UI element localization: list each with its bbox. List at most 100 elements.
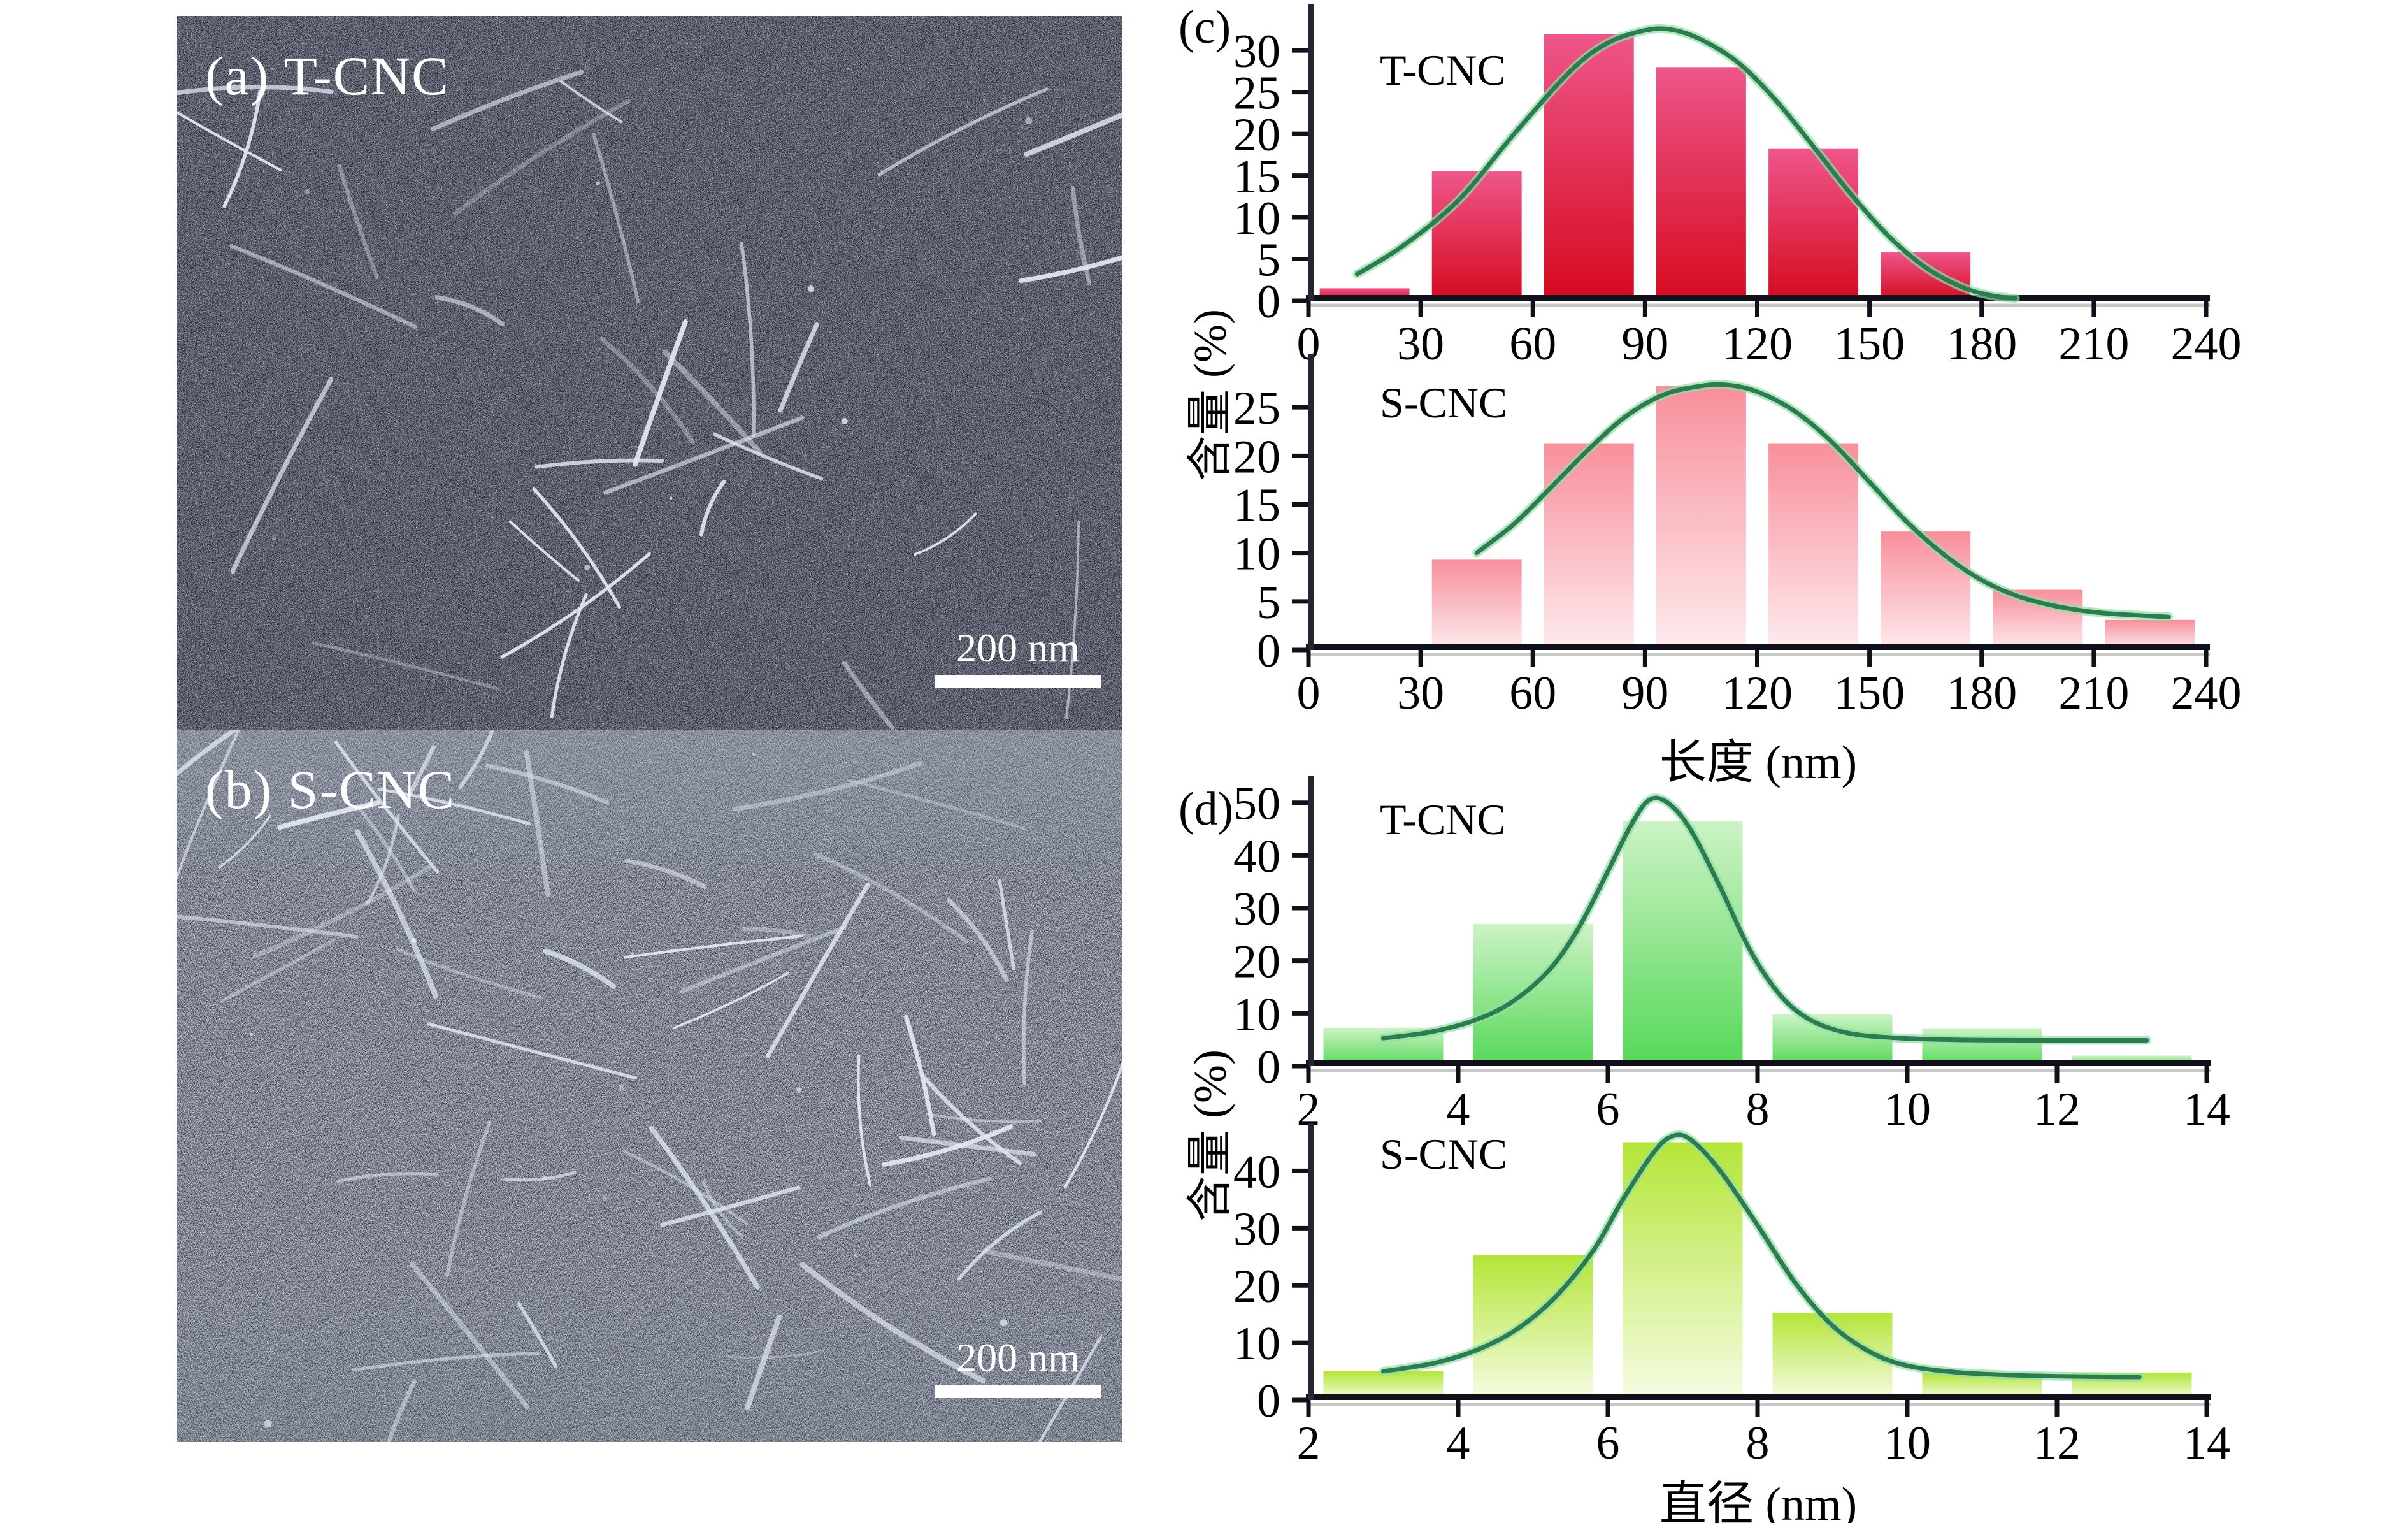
bars xyxy=(1431,386,2195,650)
y-tick-label: 10 xyxy=(1233,192,1280,245)
x-tick-label: 12 xyxy=(2033,1417,2081,1469)
bright-speck xyxy=(249,1033,253,1036)
y-tick-label: 5 xyxy=(1257,235,1280,287)
nanorod xyxy=(337,164,379,280)
chart-title: T-CNC xyxy=(1380,46,1506,94)
nanorod xyxy=(453,99,631,216)
x-tick-label: 10 xyxy=(1884,1083,1931,1136)
nanorod xyxy=(359,807,416,893)
nanorod xyxy=(1064,520,1080,719)
x-tick-label: 150 xyxy=(1834,667,1905,719)
nanorod xyxy=(230,377,334,574)
x-ticks: 2 4 6 8 10 12 14 xyxy=(1297,1400,2230,1469)
nanorod xyxy=(517,1301,558,1368)
nanorod xyxy=(366,814,400,906)
nanorod xyxy=(742,927,812,939)
nanorod xyxy=(1019,255,1122,284)
nanorod xyxy=(434,295,505,327)
bar xyxy=(1656,67,1746,301)
x-tick-label: 240 xyxy=(2171,667,2242,719)
bar xyxy=(1544,33,1634,301)
chart-title: S-CNC xyxy=(1380,379,1507,427)
nanorod xyxy=(177,730,240,777)
tem-panel-a: (a) T-CNC 200 nm xyxy=(177,16,1122,730)
nanorod xyxy=(660,1185,801,1227)
y-tick-label: 0 xyxy=(1257,625,1280,677)
nanorod xyxy=(1024,112,1122,157)
y-tick-label: 25 xyxy=(1233,382,1280,435)
nanorod xyxy=(842,660,895,730)
bar xyxy=(1431,559,1522,650)
chart-title: S-CNC xyxy=(1380,1130,1507,1178)
nanorod xyxy=(252,863,434,959)
x-tick-label: 240 xyxy=(2171,318,2242,370)
bright-speck xyxy=(584,565,591,570)
bright-speck xyxy=(602,1195,608,1201)
bar xyxy=(1623,821,1743,1066)
x-tick-label: 4 xyxy=(1447,1417,1470,1469)
y-tick-label: 30 xyxy=(1233,883,1280,935)
tem-micrograph-b xyxy=(177,730,1122,1442)
nanorod xyxy=(219,938,335,1003)
bar xyxy=(1881,252,1971,301)
x-tick-label: 8 xyxy=(1746,1083,1770,1136)
nanorod xyxy=(534,458,664,469)
x-tick-label: 6 xyxy=(1596,1083,1620,1136)
nanorod xyxy=(881,1124,1014,1167)
chart-title: T-CNC xyxy=(1380,795,1506,844)
x-tick-label: 2 xyxy=(1297,1417,1321,1469)
x-tick-label: 120 xyxy=(1722,318,1793,370)
nanorod xyxy=(177,111,282,171)
scalebar-a: 200 nm xyxy=(935,626,1101,689)
y-tick-label: 10 xyxy=(1233,528,1280,581)
y-tick-label: 30 xyxy=(1233,1203,1280,1255)
bar xyxy=(1768,148,1859,301)
nanorod xyxy=(817,1176,992,1239)
nanorod xyxy=(1063,1060,1122,1189)
tem-a-noise xyxy=(177,16,1122,730)
nanorod xyxy=(725,1349,825,1359)
c-y-axis-label: 含量 (%) xyxy=(1184,309,1236,481)
nanorod xyxy=(633,319,688,467)
bars xyxy=(1319,33,1971,301)
y-tick-label: 15 xyxy=(1233,480,1280,532)
nanorod xyxy=(622,1150,749,1225)
nanorod xyxy=(1070,185,1092,285)
y-tick-label: 0 xyxy=(1257,1375,1280,1427)
nanorod xyxy=(847,778,1026,830)
x-tick-label: 6 xyxy=(1596,1417,1620,1469)
nanorod xyxy=(913,512,977,556)
x-tick-label: 60 xyxy=(1509,318,1556,370)
panel-a-label: (a) T-CNC xyxy=(205,45,450,106)
bright-speck xyxy=(853,1253,857,1257)
nanorod xyxy=(778,322,819,413)
bright-speck xyxy=(796,1087,801,1092)
bar xyxy=(1922,1028,2042,1066)
x-tick-label: 210 xyxy=(2058,667,2129,719)
bright-speck xyxy=(491,516,494,519)
bright-speck xyxy=(1000,1319,1008,1327)
y-tick-label: 20 xyxy=(1233,936,1280,988)
nanorod xyxy=(229,244,417,329)
tem-b-nanorods xyxy=(177,730,1122,1442)
x-tick-label: 4 xyxy=(1447,1083,1470,1136)
nanorod xyxy=(679,925,847,994)
nanorod xyxy=(485,763,610,805)
scalebar-b: 200 nm xyxy=(935,1336,1101,1399)
x-tick-label: 14 xyxy=(2183,1417,2230,1469)
nanorod xyxy=(899,1135,1037,1157)
nanorod xyxy=(334,740,440,874)
nanorod xyxy=(445,1120,492,1278)
nanorod xyxy=(312,641,501,691)
bright-speck xyxy=(841,417,848,425)
nanorod xyxy=(532,487,621,609)
y-tick-label: 20 xyxy=(1233,109,1280,161)
bar xyxy=(1473,923,1593,1066)
nanorod xyxy=(926,1113,1042,1123)
nanorod xyxy=(177,730,241,881)
y-tick-label: 40 xyxy=(1233,830,1280,883)
x-tick-label: 30 xyxy=(1397,318,1444,370)
bright-speck xyxy=(752,753,756,756)
